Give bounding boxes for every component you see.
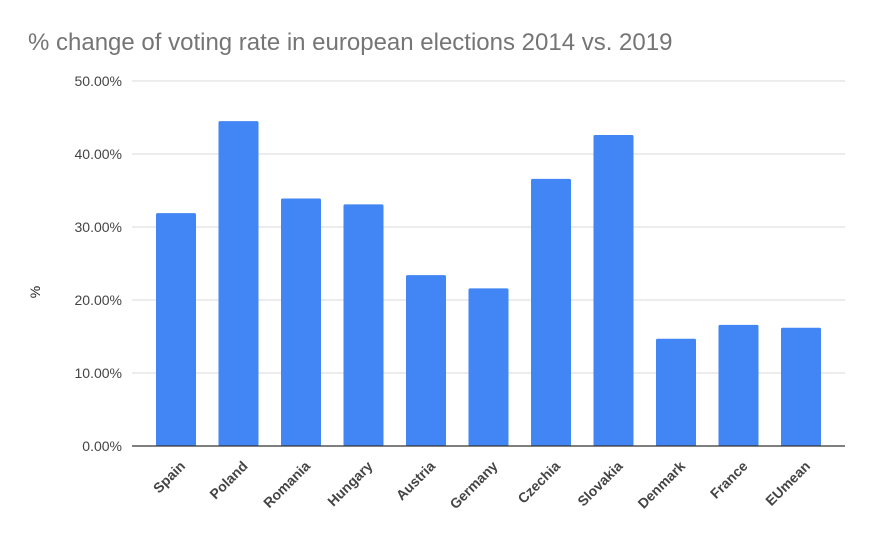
y-tick-label: 10.00%	[75, 365, 122, 381]
y-tick-label: 30.00%	[75, 219, 122, 235]
x-tick-label: Germany	[446, 458, 500, 512]
bar-spain[interactable]	[156, 213, 196, 446]
bars	[156, 121, 821, 447]
bar-poland[interactable]	[218, 121, 259, 447]
y-tick-label: 40.00%	[75, 146, 122, 162]
x-tick-label: Romania	[260, 458, 313, 511]
bar-france[interactable]	[718, 324, 759, 446]
x-axis-labels: Spain Poland Romania Hungary Austria Germany C…	[150, 458, 813, 512]
x-tick-label: France	[707, 458, 751, 502]
y-tick-label: 0.00%	[82, 438, 122, 454]
bar-denmark[interactable]	[656, 338, 696, 446]
x-tick-label: Hungary	[324, 458, 376, 510]
bar-eumean[interactable]	[781, 327, 821, 446]
y-axis-label: %	[27, 286, 43, 298]
x-tick-label: Austria	[393, 458, 439, 504]
bar-austria[interactable]	[406, 275, 446, 446]
bar-hungary[interactable]	[343, 204, 384, 446]
y-tick-label: 20.00%	[75, 292, 122, 308]
y-axis-ticks: 0.00% 10.00% 20.00% 30.00% 40.00% 50.00%	[75, 73, 122, 454]
x-tick-label: Spain	[150, 458, 188, 496]
y-tick-label: 50.00%	[75, 73, 122, 89]
bar-czechia[interactable]	[531, 178, 571, 446]
x-tick-label: Czechia	[514, 458, 563, 507]
x-tick-label: EUmean	[762, 458, 813, 509]
chart-title: % change of voting rate in european elec…	[28, 29, 672, 56]
x-tick-label: Poland	[206, 458, 250, 502]
bar-germany[interactable]	[468, 288, 509, 446]
x-tick-label: Denmark	[634, 458, 688, 512]
bar-slovakia[interactable]	[593, 135, 634, 446]
bar-romania[interactable]	[281, 198, 321, 446]
x-tick-label: Slovakia	[574, 458, 626, 510]
